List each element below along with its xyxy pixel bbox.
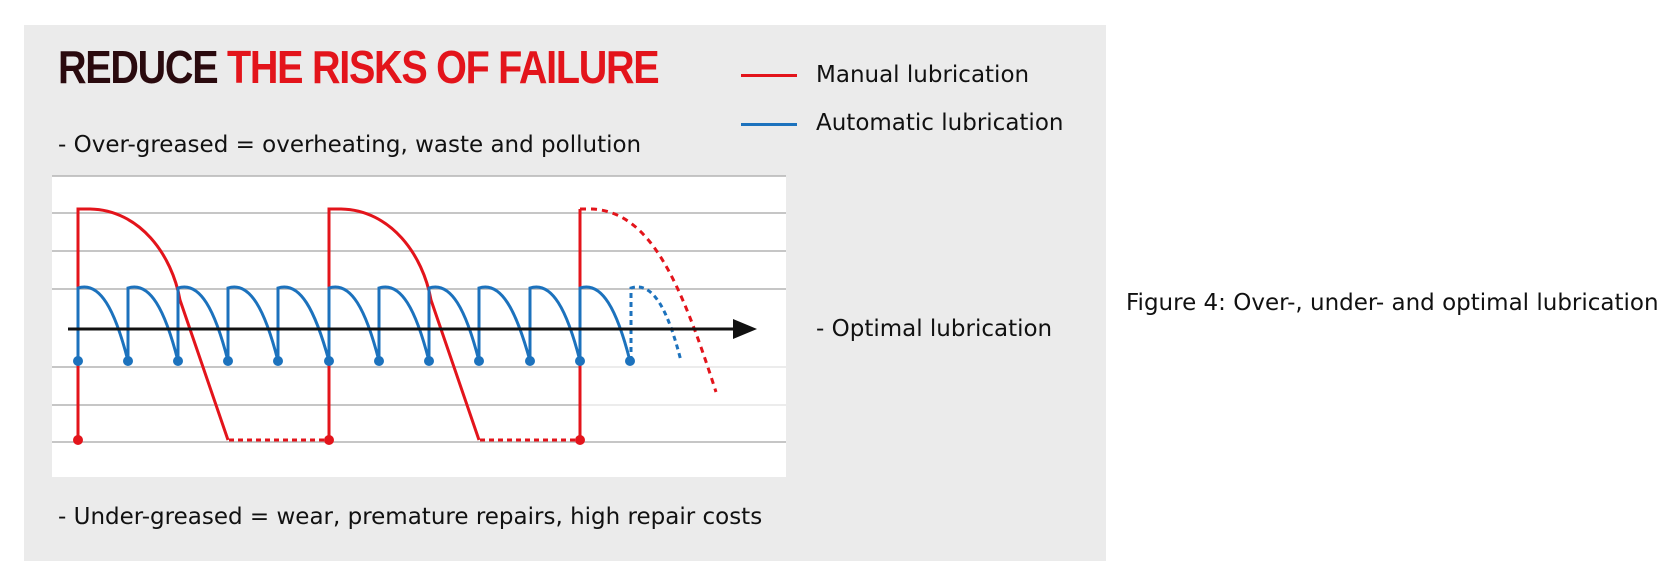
automatic-marker bbox=[273, 356, 283, 366]
manual-marker bbox=[575, 435, 585, 445]
under-greased-annotation: - Under-greased = wear, premature repair… bbox=[58, 504, 763, 530]
automatic-marker bbox=[525, 356, 535, 366]
optimal-lubrication-annotation: - Optimal lubrication bbox=[816, 316, 1053, 342]
automatic-projected bbox=[629, 285, 683, 362]
automatic-marker bbox=[173, 356, 183, 366]
automatic-markers bbox=[73, 356, 635, 366]
legend-swatch-automatic bbox=[741, 123, 797, 126]
manual-marker bbox=[73, 435, 83, 445]
legend-swatch-manual bbox=[741, 74, 797, 77]
automatic-cycles bbox=[76, 285, 632, 362]
automatic-marker bbox=[73, 356, 83, 366]
legend-label-manual: Manual lubrication bbox=[816, 62, 1030, 88]
over-greased-annotation: - Over-greased = overheating, waste and … bbox=[58, 132, 642, 158]
headline-part1: REDUCE bbox=[58, 41, 219, 93]
automatic-marker bbox=[424, 356, 434, 366]
time-axis bbox=[68, 319, 757, 339]
legend-label-automatic: Automatic lubrication bbox=[816, 110, 1064, 136]
automatic-marker bbox=[474, 356, 484, 366]
figure-caption: Figure 4: Over-, under- and optimal lubr… bbox=[1126, 290, 1659, 316]
manual-markers bbox=[73, 435, 585, 445]
automatic-marker bbox=[324, 356, 334, 366]
automatic-marker bbox=[625, 356, 635, 366]
automatic-lubrication-curve bbox=[76, 285, 683, 362]
automatic-marker bbox=[123, 356, 133, 366]
headline-part2: THE RISKS OF FAILURE bbox=[227, 41, 660, 93]
axis-arrowhead-icon bbox=[733, 319, 757, 339]
headline: REDUCE THE RISKS OF FAILURE bbox=[58, 41, 660, 93]
manual-marker bbox=[324, 435, 334, 445]
automatic-marker bbox=[374, 356, 384, 366]
grid-lines bbox=[52, 175, 786, 443]
automatic-marker bbox=[223, 356, 233, 366]
automatic-marker bbox=[575, 356, 585, 366]
manual-cycle-3-projected bbox=[580, 207, 718, 393]
